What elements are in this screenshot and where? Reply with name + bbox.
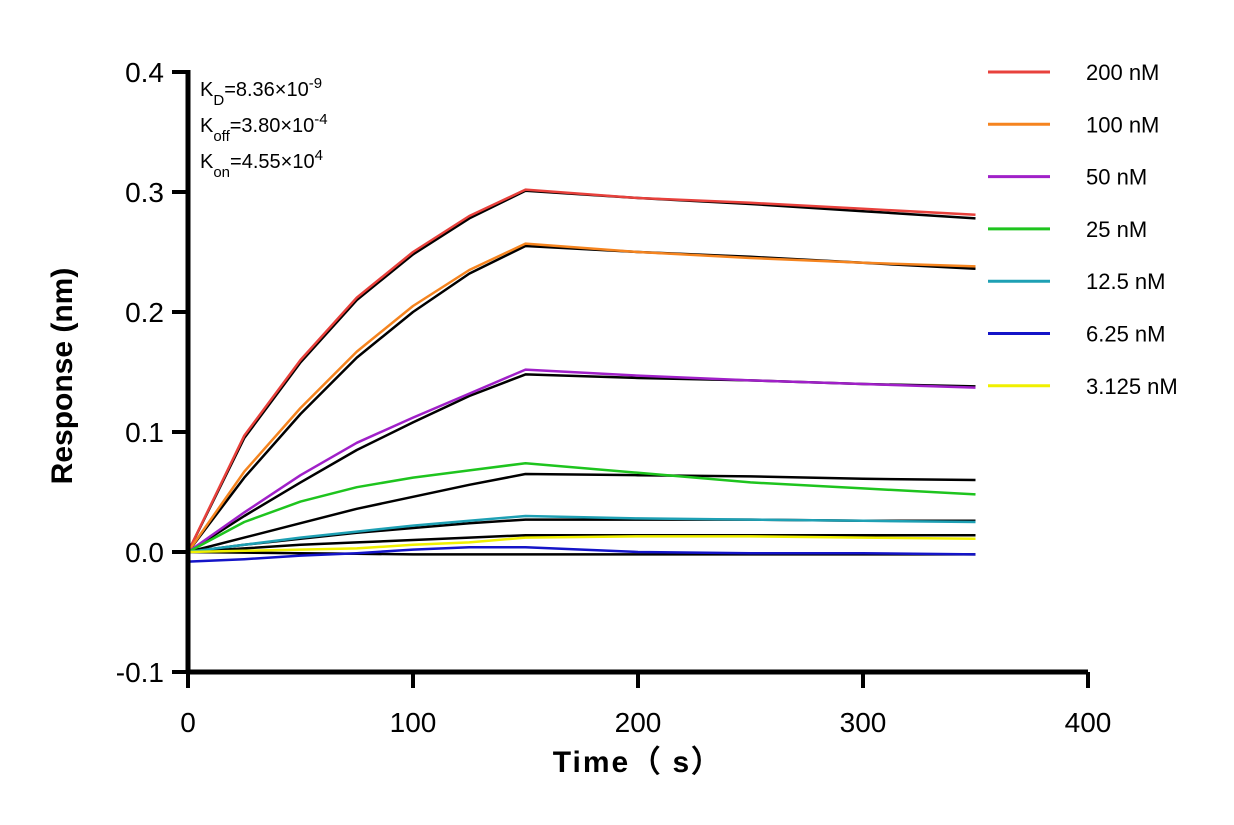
x-tick-label: 400 [1065,707,1112,738]
legend-label: 12.5 nM [1086,269,1166,294]
kinetic-constant: KD=8.36×10-9 [200,75,322,109]
series-line [187,545,976,563]
y-tick-label: -0.1 [116,657,164,688]
x-tick-label: 300 [840,707,887,738]
series-line [186,242,976,553]
legend-label: 50 nM [1086,165,1147,190]
data-series [186,188,976,563]
y-tick-label: 0.0 [125,537,164,568]
series-line [186,188,976,553]
series-line [187,368,976,554]
legend: 200 nM 100 nM 50 nM 25 nM 12.5 nM 6.25 nM 3.12… [988,60,1178,399]
legend-label: 200 nM [1086,60,1159,85]
fit-curve [187,533,976,554]
x-tick-label: 100 [390,707,437,738]
y-tick-label: 0.4 [125,57,164,88]
legend-label: 25 nM [1086,217,1147,242]
series-line [187,514,976,554]
x-tick-label: 200 [615,707,662,738]
fit-curve [187,472,976,554]
series-line [187,535,976,554]
y-axis-title: Response (nm) [46,268,79,485]
kinetic-constant: Koff=3.80×10-4 [200,111,328,145]
x-tick-label: 0 [180,707,196,738]
legend-label: 6.25 nM [1086,322,1166,347]
legend-label: 3.125 nM [1086,374,1178,399]
series-line [187,461,976,554]
kinetic-constant: Kon=4.55×104 [200,147,323,181]
fit-curve [187,244,976,553]
x-axis-ticks: 0 100 200 300 400 [180,672,1111,738]
legend-label: 100 nM [1086,112,1159,137]
y-tick-label: 0.2 [125,297,164,328]
fit-curves [186,189,976,556]
y-axis-ticks: -0.1 0.0 0.1 0.2 0.3 0.4 [116,57,188,688]
y-tick-label: 0.3 [125,177,164,208]
x-axis-title: Time（ s） [553,745,724,779]
y-tick-label: 0.1 [125,417,164,448]
fit-curve [186,189,976,553]
